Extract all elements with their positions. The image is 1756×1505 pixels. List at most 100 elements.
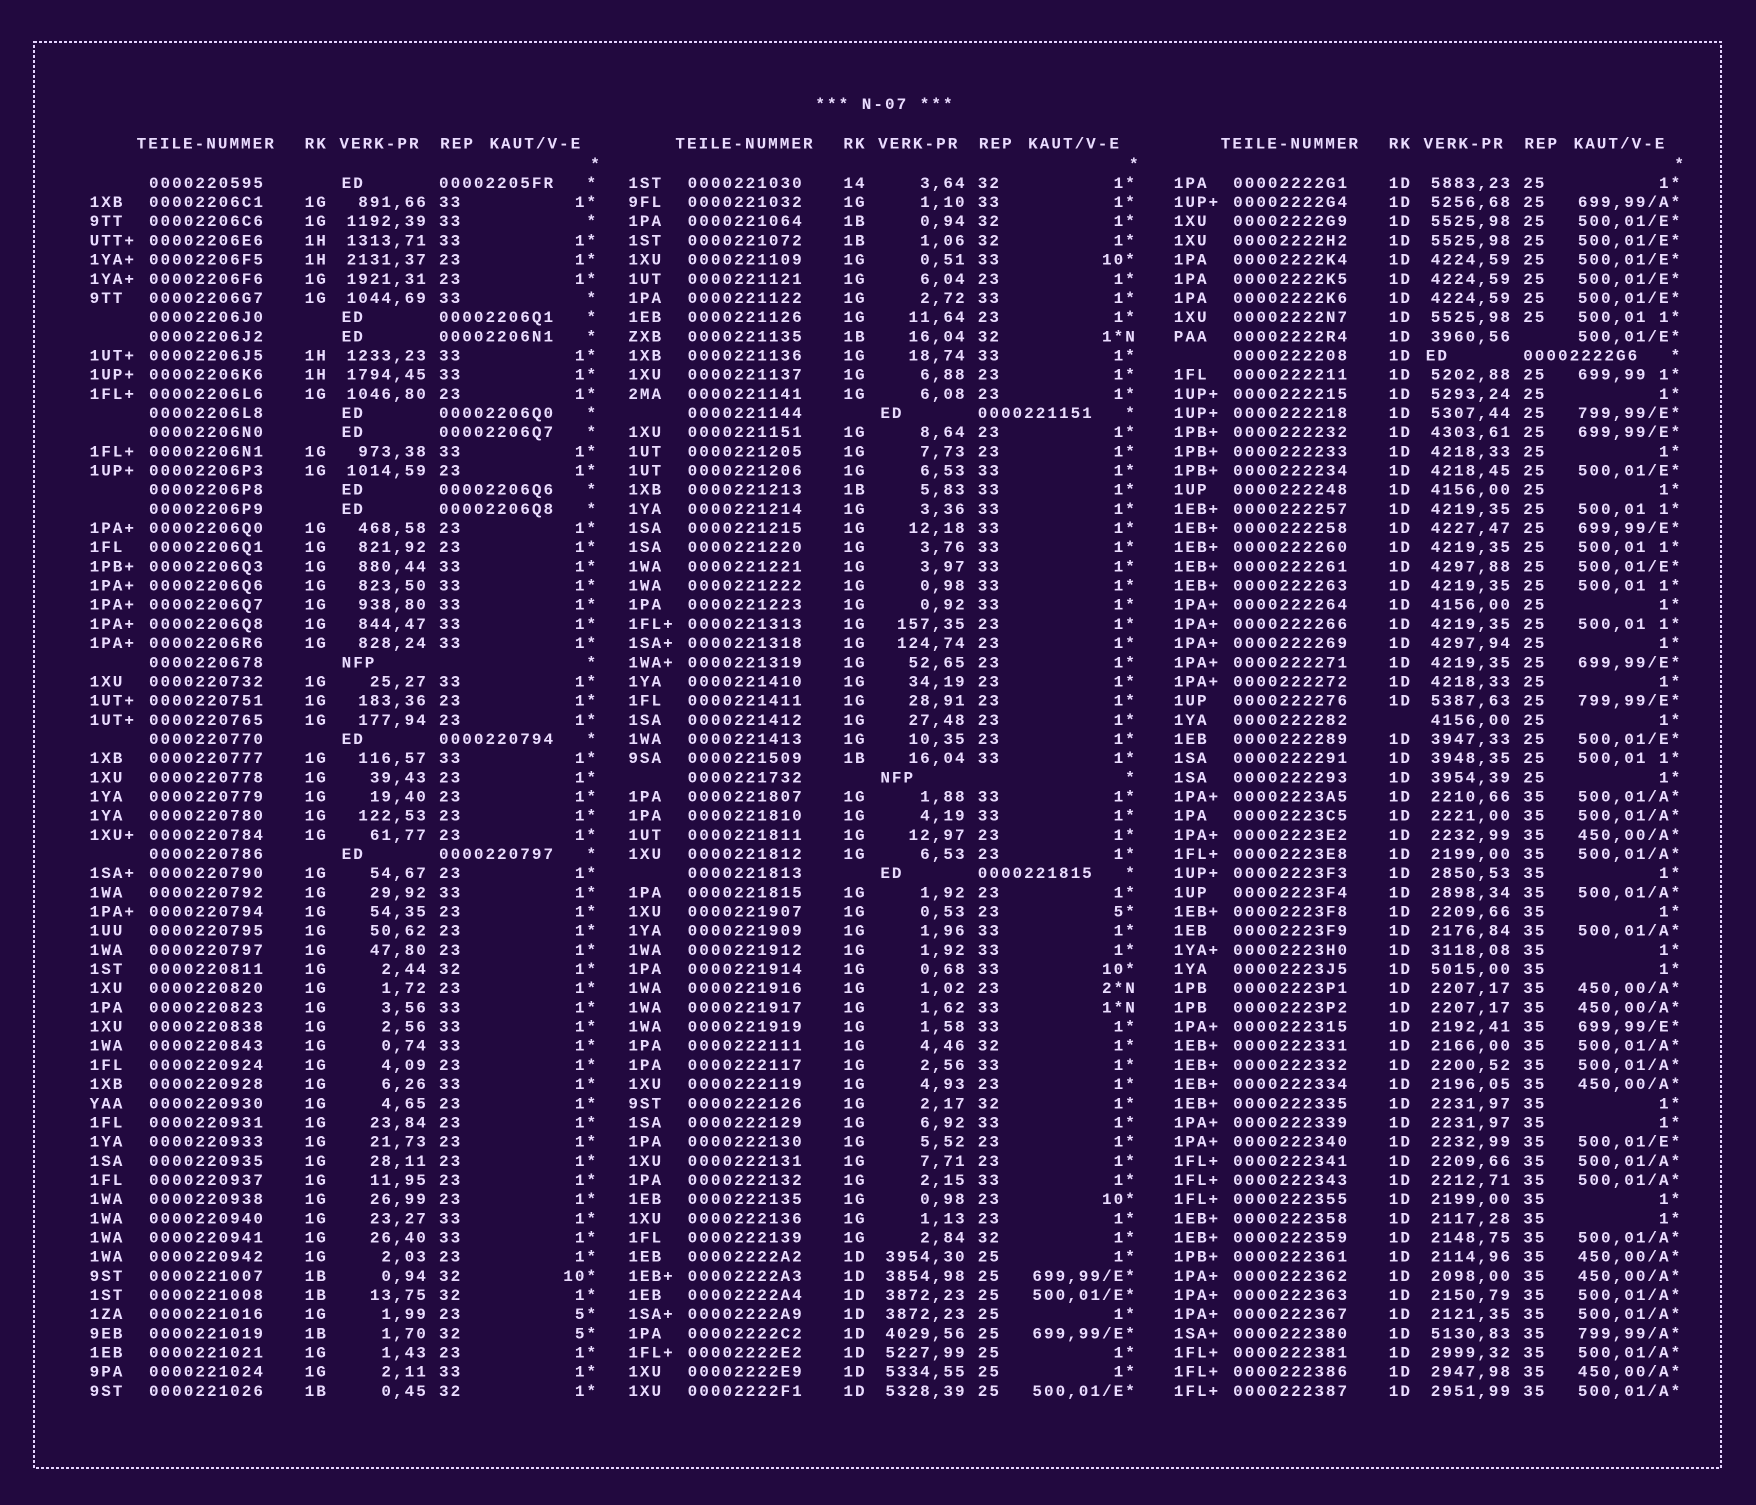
group-code: 1EB+ xyxy=(1174,539,1220,557)
kaut-value: 1* xyxy=(575,769,598,787)
kaut-value: 699,99/E* xyxy=(1578,424,1682,442)
rk-code: 1G xyxy=(843,942,866,960)
group-code: 1YA xyxy=(628,501,663,519)
rep-code: 32 xyxy=(978,213,1001,231)
kaut-value: * xyxy=(586,405,598,423)
price: 880,44 xyxy=(358,558,428,576)
kaut-value: 1* xyxy=(575,635,598,653)
rep-code: 33 xyxy=(439,884,462,902)
kaut-value: 1* xyxy=(575,693,598,711)
status-code: ED xyxy=(1426,347,1449,365)
group-code: 1FL+ xyxy=(1174,1383,1220,1401)
price: 157,35 xyxy=(897,616,967,634)
part-number: 0000221313 xyxy=(688,616,804,634)
price: 2,56 xyxy=(920,1057,966,1075)
price: 5525,98 xyxy=(1431,213,1512,231)
rk-code: 1G xyxy=(305,1229,328,1247)
group-code: 1WA xyxy=(628,942,663,960)
kaut-value: 1* xyxy=(1114,1364,1137,1382)
kaut-value: 1* xyxy=(575,463,598,481)
part-number: 0000222282 xyxy=(1233,712,1349,730)
kaut-value: 1* xyxy=(1114,635,1137,653)
price: 1233,23 xyxy=(347,347,428,365)
price: 23,27 xyxy=(370,1210,428,1228)
kaut-value: 500,01/A* xyxy=(1578,1038,1682,1056)
price: 12,97 xyxy=(909,827,967,845)
rep-code: 23 xyxy=(978,386,1001,404)
kaut-value: 500,01/E* xyxy=(1578,731,1682,749)
group-code: 1XB xyxy=(628,347,663,365)
price: 4224,59 xyxy=(1431,271,1512,289)
part-number: 00002206J2 xyxy=(149,328,265,346)
part-number: 0000222119 xyxy=(688,1076,804,1094)
rk-code: 1G xyxy=(843,443,866,461)
rk-code: 1G xyxy=(305,942,328,960)
kaut-value: 1* xyxy=(1659,1191,1682,1209)
part-number: 0000220942 xyxy=(149,1249,265,1267)
price: 2209,66 xyxy=(1431,904,1512,922)
rep-code: 25 xyxy=(1523,271,1546,289)
group-code: 1WA xyxy=(90,1249,125,1267)
part-number: 0000221319 xyxy=(688,654,804,672)
rk-code: 1D xyxy=(1389,290,1412,308)
kaut-value: 1* xyxy=(1114,1249,1137,1267)
price: 4224,59 xyxy=(1431,252,1512,270)
group-code: 1PA+ xyxy=(1174,635,1220,653)
group-code: 1XU xyxy=(628,424,663,442)
group-code: 1PA+ xyxy=(1174,1019,1220,1037)
rep-code: 32 xyxy=(978,232,1001,250)
rk-code: 1G xyxy=(843,1076,866,1094)
group-code: 1ST xyxy=(628,232,663,250)
rep-code: 33 xyxy=(439,232,462,250)
rep-code: 33 xyxy=(978,1057,1001,1075)
replacement-number: 00002206Q7 xyxy=(439,424,555,442)
part-number: 0000220797 xyxy=(149,942,265,960)
rk-code: 1D xyxy=(1389,654,1412,672)
part-number: 0000221121 xyxy=(688,271,804,289)
part-number: 0000220794 xyxy=(149,904,265,922)
kaut-value: 1* xyxy=(575,1038,598,1056)
group-code: 1UT+ xyxy=(90,693,136,711)
header-rk: RK xyxy=(1389,136,1412,154)
price: 4,93 xyxy=(920,1076,966,1094)
rk-code: 1D xyxy=(1389,1076,1412,1094)
rep-code: 33 xyxy=(439,597,462,615)
kaut-value: * xyxy=(586,213,598,231)
kaut-value: 799,99/E* xyxy=(1578,693,1682,711)
price: 2192,41 xyxy=(1431,1019,1512,1037)
group-code: 1PA xyxy=(1174,175,1209,193)
group-code: 1UP xyxy=(1174,693,1209,711)
kaut-value: 1* xyxy=(575,1229,598,1247)
group-code: 1XU xyxy=(1174,309,1209,327)
price: 4156,00 xyxy=(1431,712,1512,730)
rep-code: 35 xyxy=(1523,1019,1546,1037)
kaut-value: 1* xyxy=(1114,1019,1137,1037)
kaut-value: 699,99 1* xyxy=(1578,367,1682,385)
rk-code: 1G xyxy=(843,386,866,404)
part-number: 0000221509 xyxy=(688,750,804,768)
part-number: 0000221732 xyxy=(688,769,804,787)
kaut-value: 1* xyxy=(1659,597,1682,615)
kaut-value: 1* xyxy=(575,232,598,250)
rep-code: 23 xyxy=(439,1249,462,1267)
replacement-number: 00002206Q0 xyxy=(439,405,555,423)
group-code: 1PA+ xyxy=(90,597,136,615)
price: 1,43 xyxy=(381,1345,427,1363)
rk-code: 1D xyxy=(1389,980,1412,998)
part-number: 00002223E8 xyxy=(1233,846,1349,864)
kaut-value: 500,01 1* xyxy=(1578,750,1682,768)
part-number: 0000222208 xyxy=(1233,347,1349,365)
kaut-value: 1* xyxy=(1114,539,1137,557)
rk-code: 1D xyxy=(843,1364,866,1382)
price: 4297,88 xyxy=(1431,558,1512,576)
rk-code: 1D xyxy=(1389,1229,1412,1247)
part-number: 00002206Q0 xyxy=(149,520,265,538)
part-number: 0000221909 xyxy=(688,923,804,941)
price: 938,80 xyxy=(358,597,428,615)
rk-code: 1D xyxy=(1389,405,1412,423)
part-number: 0000222358 xyxy=(1233,1210,1349,1228)
price: 2221,00 xyxy=(1431,808,1512,826)
part-number: 0000221412 xyxy=(688,712,804,730)
